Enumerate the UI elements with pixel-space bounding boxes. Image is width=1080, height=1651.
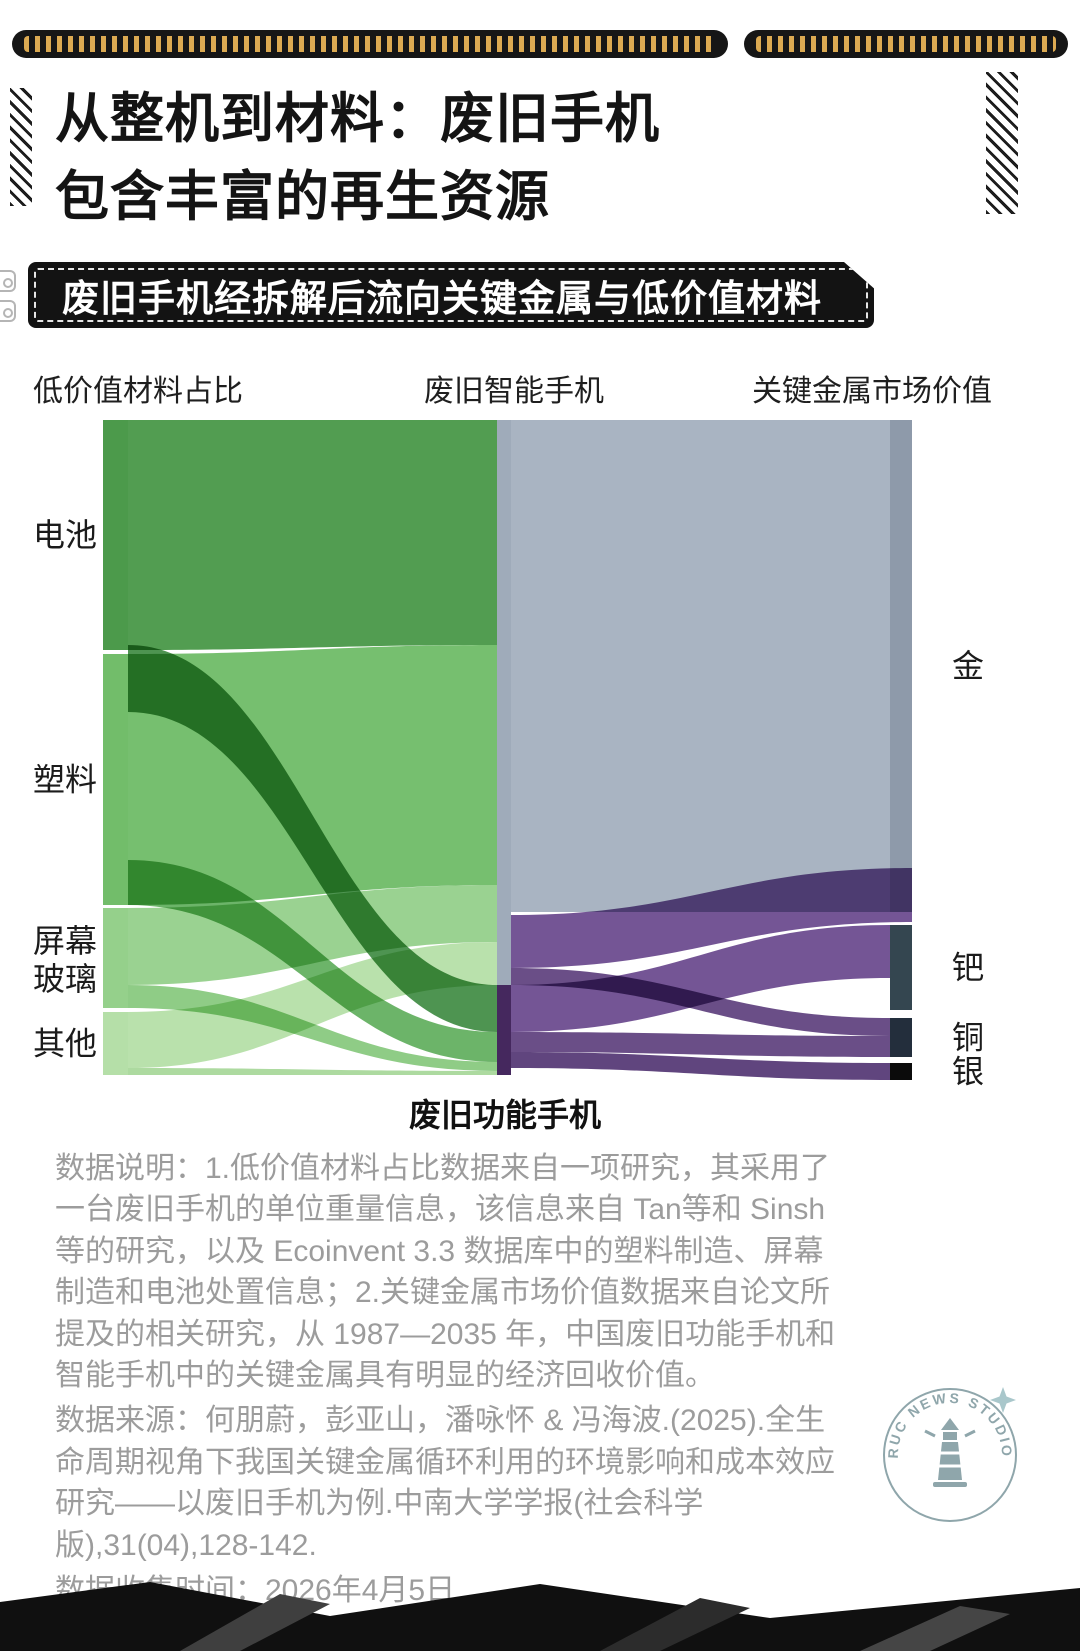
sankey-node-battery <box>103 420 128 650</box>
logo-circle <box>883 1388 1017 1522</box>
page-title: 从整机到材料：废旧手机 包含丰富的再生资源 <box>55 80 660 237</box>
sankey-link-other-feature <box>128 1068 497 1075</box>
logo: RUC NEWS STUDIO <box>883 1387 1017 1522</box>
sankey-link-battery-smart <box>128 420 497 650</box>
sankey-link-smart-palladium <box>511 868 912 968</box>
sankey-link-feature-palladium <box>511 925 890 1032</box>
subtitle-text: 废旧手机经拆解后流向关键金属与低价值材料 <box>62 278 822 319</box>
sankey-link-smart-copper <box>511 968 890 1036</box>
binding-teeth <box>756 36 1056 52</box>
title-line-2: 包含丰富的再生资源 <box>55 167 550 228</box>
title-line-1: 从整机到材料：废旧手机 <box>55 89 660 149</box>
binding-teeth <box>24 36 716 52</box>
sankey-node-other <box>103 1012 128 1075</box>
binding-strip-right <box>744 30 1068 58</box>
sankey-label-other: 其他 <box>33 1026 97 1062</box>
data-source: 数据来源：何朋蔚，彭亚山，潘咏怀 & 冯海波.(2025).全生命周期视角下我国… <box>55 1404 835 1562</box>
sankey-link-feature-copper <box>511 1032 890 1057</box>
footer-decoration <box>0 1582 1080 1651</box>
sankey-label-glass: 屏幕玻璃 <box>33 923 97 997</box>
torn-paper-decoration <box>0 270 16 292</box>
sankey-label-copper: 铜 <box>952 1020 984 1056</box>
torn-paper-decoration <box>0 300 16 322</box>
sankey-label-plastic: 塑料 <box>33 762 97 798</box>
sankey-link-feature-silver <box>511 1052 890 1080</box>
bottom-node-label: 废旧功能手机 <box>408 1097 601 1133</box>
column-header-left: 低价值材料占比 <box>33 375 243 408</box>
sankey-label-silver: 银 <box>952 1054 984 1090</box>
subtitle-banner-inner: 废旧手机经拆解后流向关键金属与低价值材料 <box>34 268 868 322</box>
sankey-link-plastic-feature <box>128 860 497 1062</box>
sankey-node-silver <box>890 1063 912 1080</box>
column-header-right: 关键金属市场价值 <box>752 375 992 408</box>
sankey-link-glass-feature <box>128 985 497 1071</box>
sankey-node-gold <box>890 420 912 912</box>
sankey-node-copper <box>890 1018 912 1057</box>
sankey-node-glass <box>103 908 128 1008</box>
sankey-link-smart-gold <box>511 420 890 912</box>
sparkle-icon <box>990 1387 1016 1413</box>
sankey-node-smart <box>497 420 511 985</box>
subtitle-banner: 废旧手机经拆解后流向关键金属与低价值材料 <box>28 262 874 328</box>
sankey-node-feature <box>497 985 511 1075</box>
hatch-decoration-right <box>986 72 1018 214</box>
sankey-label-gold: 金 <box>952 648 984 684</box>
column-header-middle: 废旧智能手机 <box>424 375 604 408</box>
sankey-link-battery-feature <box>128 645 497 1032</box>
footer-notes: 数据说明：1.低价值材料占比数据来自一项研究，其采用了一台废旧手机的单位重量信息… <box>55 1148 847 1615</box>
sankey-node-palladium <box>890 925 912 1010</box>
lighthouse-icon <box>924 1418 976 1487</box>
sankey-label-battery: 电池 <box>33 517 97 553</box>
sankey-label-palladium: 钯 <box>952 950 984 986</box>
hatch-decoration-left <box>10 88 32 206</box>
data-note: 数据说明：1.低价值材料占比数据来自一项研究，其采用了一台废旧手机的单位重量信息… <box>55 1152 836 1392</box>
sankey-node-plastic <box>103 654 128 905</box>
binding-strip-left <box>12 30 728 58</box>
